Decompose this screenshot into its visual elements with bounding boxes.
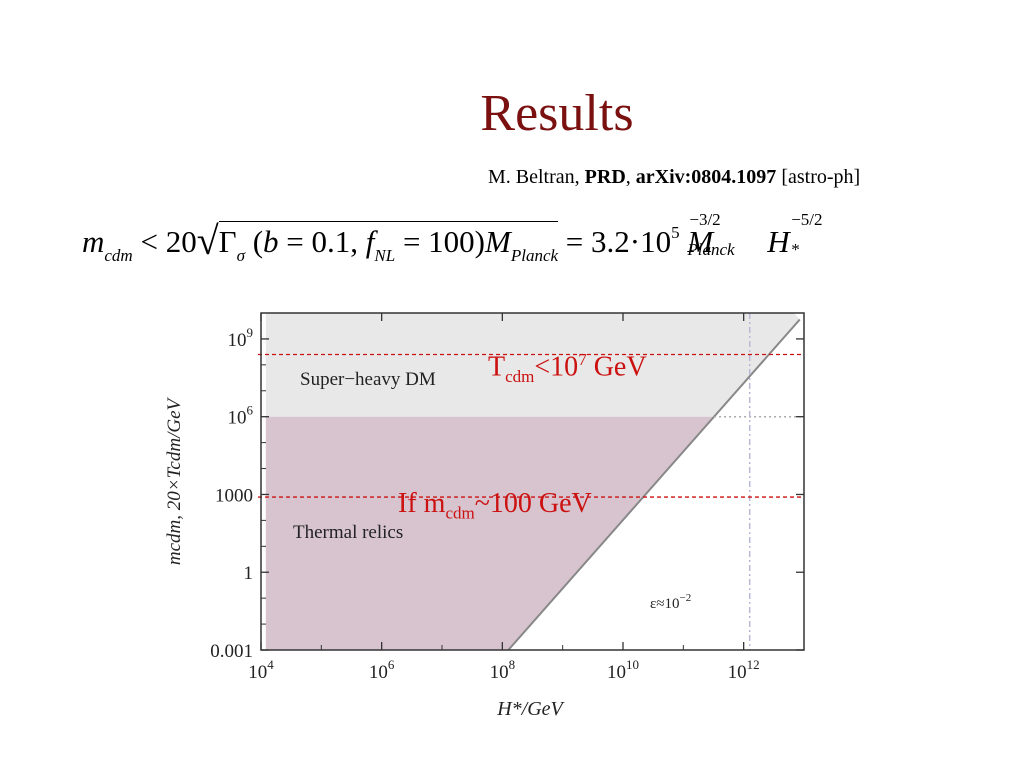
y-axis-label: mcdm, 20×Tcdm/GeV — [164, 397, 185, 566]
y-tick-label: 106 — [228, 403, 254, 429]
super-heavy-region — [265, 313, 800, 417]
sqrt-icon: √ — [196, 218, 219, 263]
eq-b-val: = 0.1, — [278, 224, 366, 259]
eq-h-sup: −5/2 — [791, 210, 823, 229]
tcdm-suffix: GeV — [586, 351, 647, 383]
x-axis-label: H*/GeV — [496, 698, 565, 720]
boundary-line — [507, 318, 801, 651]
eq-h-letter: H — [767, 224, 790, 259]
tcdm-prefix: T — [488, 351, 506, 383]
citation-journal: PRD — [584, 166, 626, 188]
citation-arxiv: arXiv:0804.1097 — [635, 166, 777, 188]
citation: M. Beltran, PRD, arXiv:0804.1097 [astro-… — [488, 166, 860, 189]
eq-rel: < 20 — [132, 224, 197, 259]
eq-h-sub: * — [791, 240, 800, 259]
y-tick-label: 1000 — [215, 485, 253, 506]
if-mcdm-annotation: If mcdm~100 GeV — [398, 488, 592, 524]
eq-gamma-sub: σ — [236, 246, 245, 265]
eq-equals: = 3.2·10 — [558, 224, 672, 259]
x-tick-exponent: 10 — [626, 657, 639, 672]
eq-m-sub: Planck — [510, 246, 559, 265]
plot-frame — [260, 312, 805, 651]
y-tick-label: 1 — [244, 563, 254, 584]
eq-h: H −5/2 * — [767, 210, 822, 260]
eq-f: f — [365, 224, 375, 259]
slide-title: Results — [480, 85, 634, 142]
x-tick-label: 108 — [490, 657, 516, 683]
equation: mcdm < 20√Γσ (b = 0.1, fNL = 100)MPlanck… — [82, 210, 982, 277]
citation-category: [astro-ph] — [776, 166, 861, 188]
x-tick-exponent: 6 — [388, 657, 395, 672]
eq-m2-sub: Planck — [687, 240, 735, 259]
eq-b: b — [263, 224, 279, 259]
eq-m2-sup: −3/2 — [689, 210, 721, 229]
eq-f-sub: NL — [374, 246, 396, 265]
citation-sep: , — [625, 166, 636, 188]
eq-gamma: Γ — [218, 224, 237, 259]
x-tick-exponent: 4 — [267, 657, 274, 672]
epsilon-label: ε≈10−2 — [650, 592, 691, 612]
eq-lhs-sub: cdm — [104, 246, 133, 265]
y-tick-label: 109 — [228, 325, 254, 351]
thermal-relics-region — [265, 416, 715, 650]
eq-f-val: = 100) — [395, 224, 486, 259]
x-tick-label: 1012 — [728, 657, 760, 683]
x-tick-exponent: 12 — [747, 657, 760, 672]
if-prefix: If m — [398, 488, 446, 519]
epsilon-exponent: −2 — [680, 592, 692, 604]
eq-radicand: Γσ (b = 0.1, fNL = 100)MPlanck — [218, 221, 559, 265]
tcdm-sup: 7 — [578, 350, 587, 369]
y-tick-label: 0.001 — [210, 641, 253, 662]
if-sub: cdm — [445, 503, 475, 523]
y-tick-exponent: 9 — [247, 325, 254, 340]
if-suffix: ~100 GeV — [474, 488, 592, 519]
eq-args-open: ( — [244, 224, 264, 259]
eq-exp5: 5 — [671, 223, 680, 242]
eq-lhs: m — [82, 224, 105, 259]
x-tick-label: 1010 — [607, 657, 639, 683]
super-heavy-label: Super−heavy DM — [300, 369, 436, 390]
y-tick-exponent: 6 — [247, 403, 254, 418]
tcdm-sub: cdm — [505, 366, 535, 386]
thermal-relics-label: Thermal relics — [293, 522, 403, 543]
citation-author: M. Beltran, — [488, 166, 585, 188]
eq-m2-letter: M — [687, 224, 714, 259]
eq-m2: M −3/2 Planck — [687, 210, 734, 260]
tcdm-mid: <10 — [534, 351, 579, 383]
x-tick-label: 106 — [369, 657, 395, 683]
eq-m: M — [485, 224, 511, 259]
tcdm-annotation: Tcdm<107 GeV — [488, 350, 647, 387]
x-tick-exponent: 8 — [509, 657, 516, 672]
